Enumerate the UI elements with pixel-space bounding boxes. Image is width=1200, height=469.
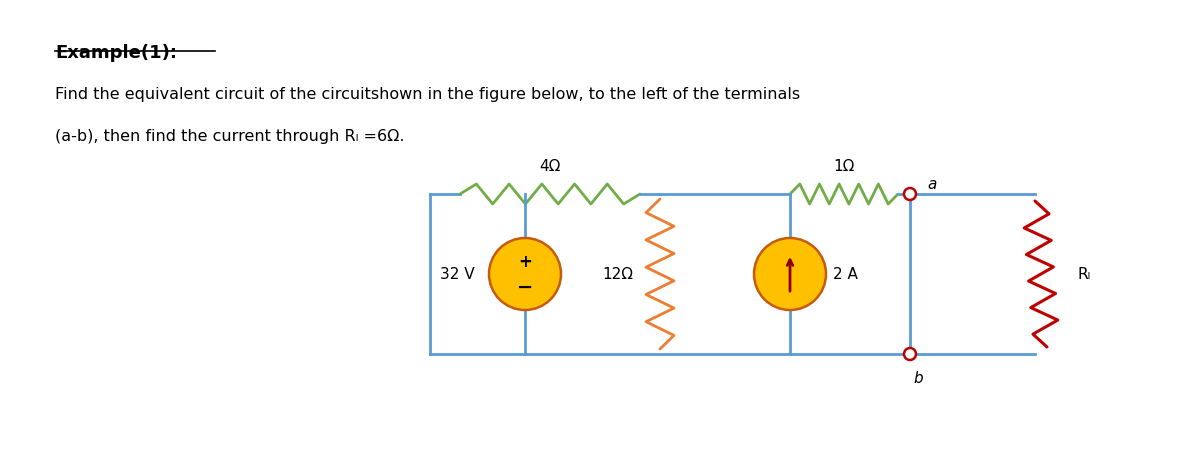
Circle shape	[490, 238, 562, 310]
Text: 32 V: 32 V	[439, 266, 474, 281]
Text: 2 A: 2 A	[833, 266, 858, 281]
Text: b: b	[913, 371, 923, 386]
Text: +: +	[518, 253, 532, 271]
Text: −: −	[517, 278, 533, 296]
Text: 4Ω: 4Ω	[539, 159, 560, 174]
Circle shape	[904, 348, 916, 360]
Text: Example(1):: Example(1):	[55, 44, 178, 62]
Text: a: a	[928, 176, 937, 191]
Text: Find the equivalent circuit of the circuitshown in the figure below, to the left: Find the equivalent circuit of the circu…	[55, 87, 800, 102]
Text: 1Ω: 1Ω	[833, 159, 854, 174]
Circle shape	[904, 188, 916, 200]
Text: Rₗ: Rₗ	[1078, 266, 1090, 281]
Circle shape	[754, 238, 826, 310]
Text: (a-b), then find the current through Rₗ =6Ω.: (a-b), then find the current through Rₗ …	[55, 129, 404, 144]
Text: 12Ω: 12Ω	[602, 266, 634, 281]
